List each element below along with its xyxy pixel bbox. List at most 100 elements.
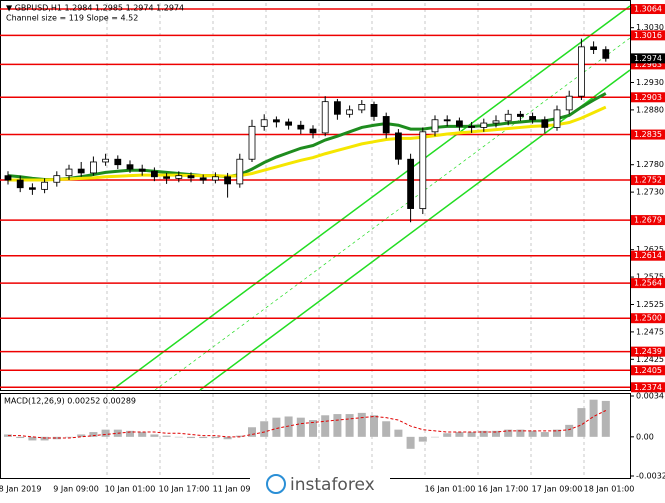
level-label: 1.2500 [634, 314, 662, 323]
level-label: 1.2835 [634, 130, 662, 139]
last-price: 1.2974 [634, 54, 662, 63]
candle-body [541, 119, 549, 128]
macd-bar [370, 415, 378, 437]
candle-body [382, 116, 390, 134]
candle-body [492, 120, 500, 124]
macd-bar [284, 416, 293, 437]
candle-body [455, 120, 463, 127]
level-label-bg [631, 59, 665, 70]
candle-body [16, 179, 24, 189]
moving-average [8, 105, 607, 182]
macd-bar [126, 430, 134, 437]
candle-body [419, 131, 427, 209]
macd-bar [479, 430, 488, 437]
candle-body [565, 95, 573, 111]
macd-bar [455, 432, 464, 437]
level-label: 1.2564 [634, 279, 662, 288]
y-tick-label: 1.2575 [636, 273, 664, 282]
macd-bar [333, 414, 342, 437]
candle-body [65, 168, 73, 177]
macd-bar [40, 436, 49, 441]
level-label-bg [631, 346, 665, 357]
x-tick-label: 10 Jan 01:00 [105, 485, 156, 494]
macd-bar [65, 436, 73, 438]
level-label: 1.2903 [634, 93, 662, 102]
macd-bar [467, 432, 476, 437]
macd-bar [553, 429, 561, 437]
watermark: instaforex [250, 470, 390, 499]
macd-bar [589, 399, 598, 437]
candle-body [211, 176, 219, 181]
macd-bar [101, 429, 110, 437]
level-label: 1.3016 [634, 31, 662, 40]
macd-bar [321, 415, 330, 437]
candle-body [114, 158, 122, 166]
y-tick-label: 1.2930 [636, 78, 664, 87]
vertical-grid: 8 Jan 2019 9 Jan 09:00 10 Jan 01:00 10 Jan … [0, 3, 665, 494]
macd-bar [162, 435, 171, 437]
y-tick-label: 1.2625 [636, 245, 664, 254]
x-tick-label: 16 Jan 01:00 [425, 485, 476, 494]
candle-body [163, 176, 171, 179]
level-label-bg [631, 278, 665, 289]
x-tick-label: 18 Jan 01:00 [584, 485, 635, 494]
candle-body [590, 46, 597, 50]
level-label: 1.2405 [634, 366, 662, 375]
candle-body [126, 164, 134, 170]
y-tick-label: 1.2475 [636, 327, 664, 336]
last-price-bg [631, 53, 665, 64]
macd-bar [89, 432, 98, 437]
macd-tick-label: 0.00 [636, 432, 654, 441]
macd-bar [272, 417, 281, 437]
level-label-bg [631, 92, 665, 103]
channel-middle [154, 37, 631, 391]
x-tick-label: 16 Jan 17:00 [478, 485, 529, 494]
macd-bar [492, 430, 500, 437]
macd-title: MACD(12,26,9) 0.00252 0.00289 [4, 397, 136, 406]
candle-body [248, 125, 256, 160]
candle-body [77, 168, 85, 174]
main-panel [0, 0, 631, 391]
macd-bar [418, 436, 427, 442]
macd-bar [406, 436, 415, 449]
level-label-bg [631, 175, 665, 186]
level-label-bg [631, 382, 665, 393]
candle-body [553, 109, 561, 128]
macd-tick-label: -0.00327 [636, 472, 665, 481]
macd-bar [235, 435, 244, 437]
macd-bar [345, 414, 354, 437]
level-label-bg [631, 250, 665, 261]
macd-bar [150, 434, 159, 437]
macd-bar [577, 408, 586, 437]
candle-body [333, 101, 341, 115]
candle-body [187, 175, 195, 179]
macd-bar [309, 420, 317, 437]
macd-bar [174, 436, 183, 438]
macd-bar [52, 436, 61, 440]
candle-body [358, 104, 366, 111]
candle-body [443, 119, 451, 122]
level-label: 1.2679 [634, 216, 662, 225]
candle-body [394, 132, 402, 160]
candle-body [260, 119, 268, 127]
candle-body [175, 175, 183, 179]
macd-bar [504, 429, 513, 437]
candle-body [602, 49, 610, 59]
x-tick-label: 8 Jan 2019 [0, 485, 41, 494]
macd-bar [443, 433, 452, 437]
macd-bar [357, 412, 366, 437]
level-label-bg [631, 215, 665, 226]
macd-bar [138, 432, 147, 437]
macd-bar [296, 417, 305, 437]
candle-body [28, 187, 36, 190]
macd-bar [16, 436, 25, 439]
candle-body [236, 158, 244, 185]
macd-signal [8, 410, 607, 439]
candle-body [150, 170, 158, 178]
x-tick-label: 17 Jan 09:00 [532, 485, 583, 494]
y-tick-label: 1.2425 [636, 355, 664, 364]
chart-title: ▼ GBPUSD,H1 1.2984 1.2985 1.2974 1.2974 [6, 4, 184, 13]
macd-bar [528, 430, 537, 437]
macd-tick-label: 0.00341 [636, 392, 665, 401]
